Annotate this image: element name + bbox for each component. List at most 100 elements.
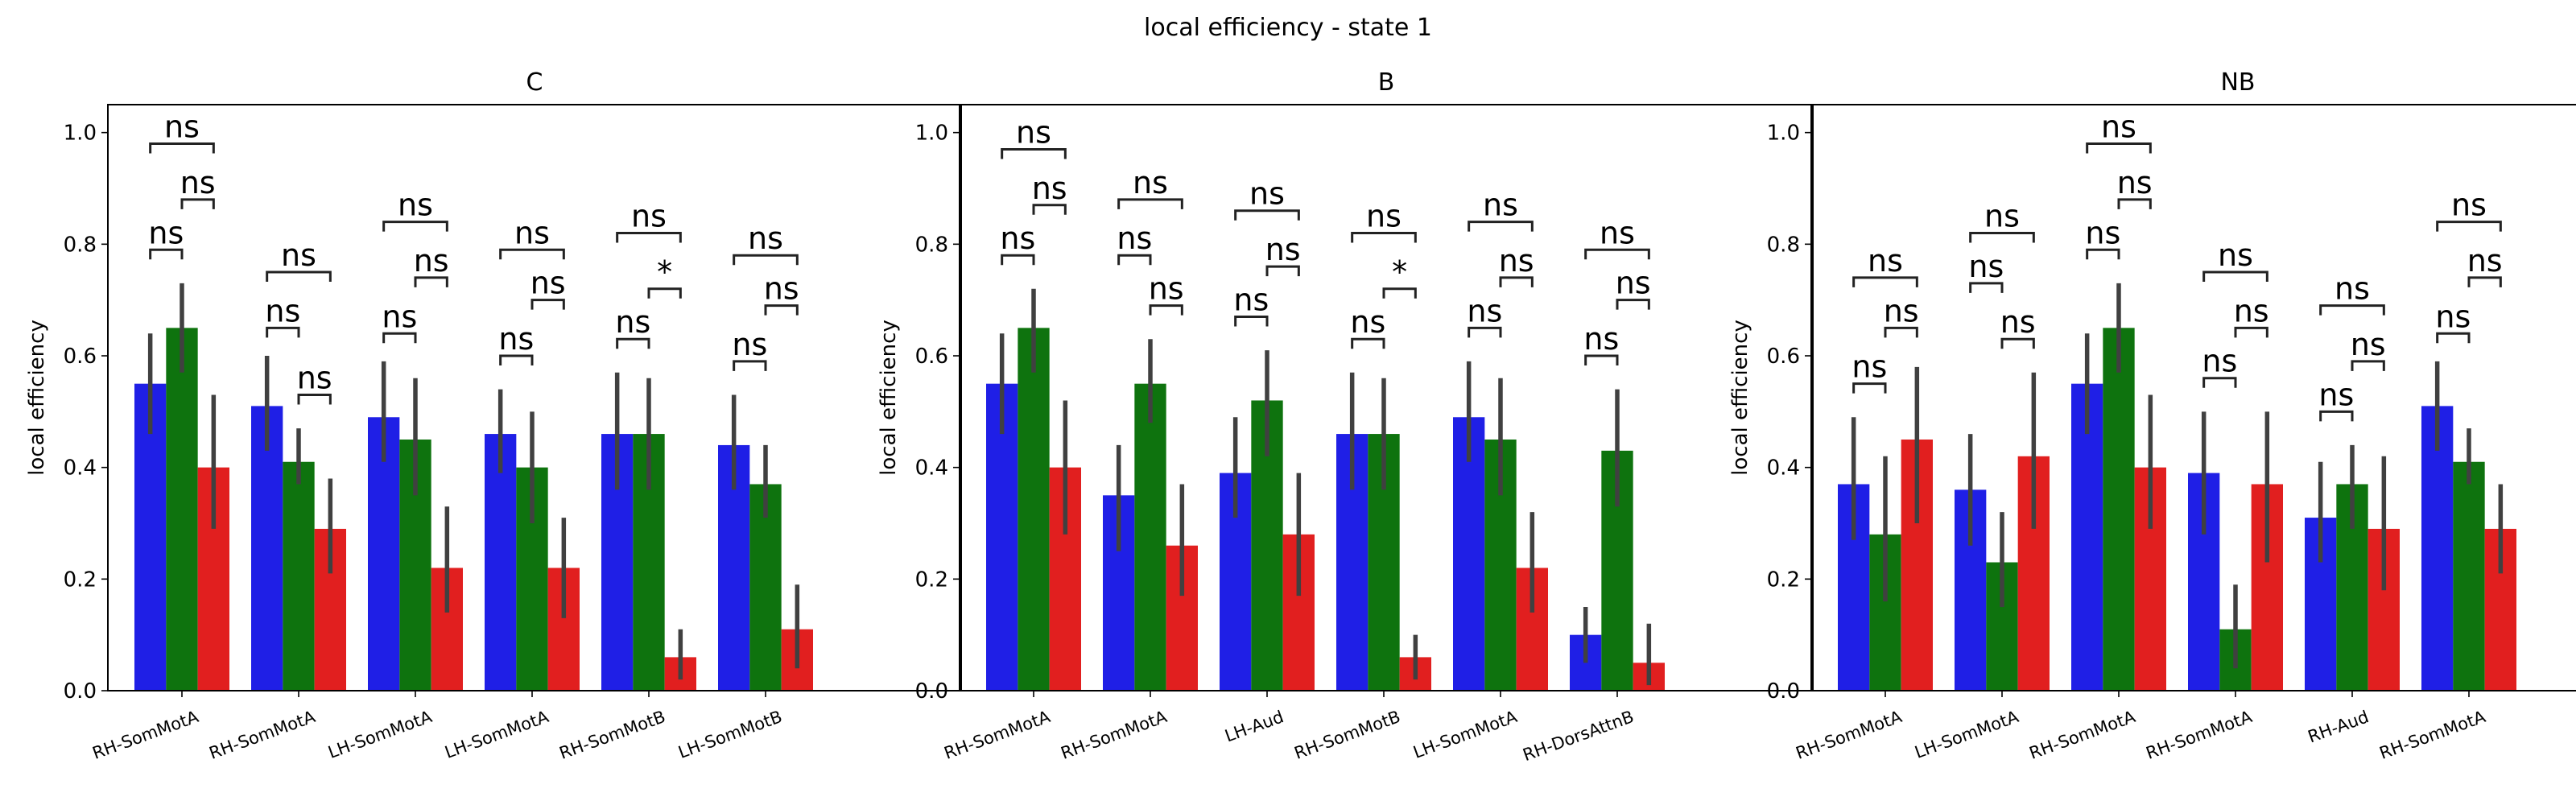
significance-label: ns bbox=[1350, 304, 1385, 340]
bar bbox=[2453, 461, 2485, 691]
significance-bracket bbox=[1468, 326, 1502, 338]
significance-label: ns bbox=[2467, 243, 2503, 279]
significance-label: ns bbox=[1583, 321, 1619, 357]
y-tick-label: 0.2 bbox=[915, 568, 948, 592]
x-tick-label: LH-SomMotA bbox=[442, 707, 551, 762]
significance-bracket bbox=[1234, 315, 1269, 327]
significance-label: ns bbox=[2101, 109, 2136, 145]
y-tick-label: 0.2 bbox=[1767, 568, 1800, 592]
y-tick-label: 1.0 bbox=[1767, 122, 1800, 146]
x-tick-label: RH-SomMotA bbox=[207, 707, 319, 763]
plot-frame bbox=[959, 104, 1814, 691]
significance-bracket bbox=[2467, 276, 2502, 287]
x-tick-label: LH-Aud bbox=[1222, 707, 1286, 745]
x-tick-label: LH-SomMotB bbox=[675, 707, 784, 762]
y-tick-label: 0.4 bbox=[1767, 456, 1800, 481]
significance-label: ns bbox=[1968, 249, 2004, 284]
x-tick-label: RH-SomMotA bbox=[1794, 707, 1905, 763]
bar bbox=[2421, 406, 2454, 691]
significance-bracket bbox=[149, 248, 184, 260]
significance-bracket bbox=[266, 326, 300, 338]
bar bbox=[2103, 328, 2135, 691]
significance-label: ns bbox=[1852, 349, 1887, 385]
significance-label: ns bbox=[1233, 282, 1269, 317]
bar bbox=[2071, 383, 2103, 691]
significance-label: ns bbox=[631, 198, 667, 233]
significance-bracket bbox=[733, 254, 799, 266]
significance-bracket bbox=[1117, 198, 1183, 209]
bar bbox=[283, 461, 315, 691]
significance-label: ns bbox=[281, 237, 316, 273]
significance-bracket bbox=[1499, 276, 1534, 287]
significance-bracket bbox=[1852, 276, 1918, 287]
significance-bracket bbox=[530, 299, 565, 310]
significance-bracket bbox=[297, 394, 332, 405]
significance-label: ns bbox=[1000, 221, 1035, 256]
significance-label: ns bbox=[164, 109, 200, 145]
significance-label: ns bbox=[1149, 271, 1184, 307]
significance-label: ns bbox=[2202, 344, 2237, 379]
y-tick-label: 0.0 bbox=[64, 679, 97, 704]
significance-label: ns bbox=[2085, 215, 2120, 250]
significance-label: ns bbox=[297, 361, 332, 396]
significance-bracket bbox=[2319, 304, 2385, 316]
x-tick-label: RH-SomMotA bbox=[2377, 707, 2489, 763]
significance-bracket bbox=[414, 276, 448, 287]
significance-bracket bbox=[1351, 231, 1417, 243]
y-tick-label: 0.8 bbox=[64, 233, 97, 257]
significance-bracket bbox=[2000, 337, 2035, 349]
significance-bracket bbox=[1001, 147, 1067, 159]
x-tick-label: RH-SomMotA bbox=[90, 707, 202, 763]
significance-bracket bbox=[2436, 221, 2502, 232]
significance-label: ns bbox=[1884, 293, 1919, 328]
significance-label: ns bbox=[764, 271, 799, 307]
significance-label: ns bbox=[1265, 232, 1301, 267]
y-tick-label: 0.6 bbox=[1767, 345, 1800, 369]
significance-bracket bbox=[764, 304, 799, 316]
bar bbox=[1018, 328, 1050, 691]
significance-label: ns bbox=[1117, 221, 1152, 256]
figure-title: local efficiency - state 1 bbox=[1144, 14, 1432, 42]
y-tick-label: 1.0 bbox=[915, 122, 948, 146]
significance-label: ns bbox=[1133, 165, 1168, 200]
significance-label: ns bbox=[1467, 293, 1502, 328]
significance-bracket bbox=[647, 287, 682, 299]
significance-label: ns bbox=[748, 221, 783, 256]
x-tick-label: RH-SomMotA bbox=[2144, 707, 2256, 763]
significance-label: ns bbox=[382, 299, 417, 334]
significance-label: ns bbox=[498, 321, 534, 357]
significance-label: ns bbox=[398, 188, 433, 223]
x-tick-label: RH-SomMotA bbox=[2027, 707, 2139, 763]
x-tick-label: RH-Aud bbox=[2306, 707, 2372, 746]
significance-bracket bbox=[382, 332, 417, 344]
significance-label: ns bbox=[2451, 188, 2487, 223]
significance-bracket bbox=[266, 270, 332, 282]
significance-bracket bbox=[1584, 354, 1619, 365]
significance-label: ns bbox=[530, 266, 566, 301]
significance-bracket bbox=[2234, 326, 2268, 338]
significance-bracket bbox=[1616, 299, 1650, 310]
significance-bracket bbox=[1117, 254, 1152, 266]
significance-bracket bbox=[149, 142, 215, 154]
significance-bracket bbox=[382, 221, 448, 232]
significance-label: ns bbox=[1032, 171, 1067, 206]
significance-label: ns bbox=[1366, 198, 1402, 233]
significance-label: ns bbox=[2234, 293, 2269, 328]
significance-label: ns bbox=[1868, 243, 1903, 279]
significance-bracket bbox=[1265, 265, 1300, 277]
plot-frame bbox=[107, 104, 962, 691]
panel-title: C bbox=[526, 68, 543, 97]
significance-label: ns bbox=[1483, 188, 1518, 223]
significance-label: ns bbox=[514, 215, 550, 250]
significance-label: ns bbox=[180, 165, 216, 200]
significance-bracket bbox=[1884, 326, 1918, 338]
significance-bracket bbox=[616, 337, 650, 349]
y-tick-label: 0.0 bbox=[915, 679, 948, 704]
bar bbox=[1134, 383, 1166, 691]
significance-label: * bbox=[1392, 254, 1407, 290]
x-tick-label: RH-SomMotB bbox=[1292, 707, 1403, 763]
significance-bracket bbox=[499, 248, 565, 260]
